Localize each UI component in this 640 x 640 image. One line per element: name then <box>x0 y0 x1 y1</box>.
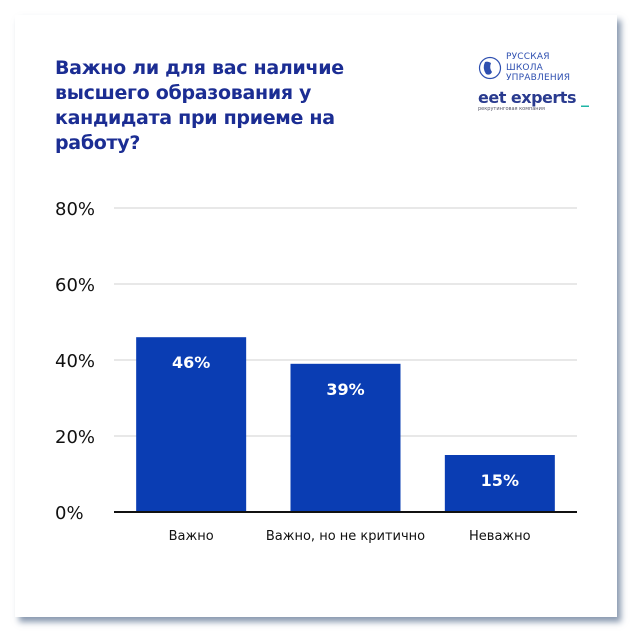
school-logo-icon <box>478 56 502 79</box>
y-tick-label: 60% <box>55 275 95 296</box>
y-tick-label: 20% <box>55 427 95 448</box>
brand-name: eet experts _ <box>478 88 598 107</box>
logo-line: РУССКАЯ <box>506 52 550 62</box>
logo: РУССКАЯ ШКОЛА УПРАВЛЕНИЯ eet experts _ р… <box>478 52 598 112</box>
bar <box>444 455 555 512</box>
x-tick-label: Неважно <box>469 529 531 544</box>
data-label: 46% <box>172 353 210 372</box>
chart-card <box>15 15 617 617</box>
x-tick-label: Важно, но не критично <box>266 529 425 544</box>
y-tick-label: 80% <box>55 199 95 220</box>
brand-text: eet experts <box>478 87 576 107</box>
logo-line: ШКОЛА <box>506 62 544 73</box>
bar <box>136 337 247 512</box>
bar <box>290 363 401 512</box>
y-tick-label: 0% <box>55 503 84 524</box>
brand-subtitle: рекрутинговая компания <box>478 105 545 112</box>
logo-line: УПРАВЛЕНИЯ <box>506 73 571 83</box>
x-tick-label: Важно <box>169 529 214 544</box>
chart-title: Важно ли для вас наличие высшего образов… <box>55 57 344 154</box>
y-tick-label: 40% <box>55 351 95 372</box>
data-label: 39% <box>326 380 364 399</box>
brand-suffix: _ <box>581 87 589 107</box>
data-label: 15% <box>481 471 519 490</box>
